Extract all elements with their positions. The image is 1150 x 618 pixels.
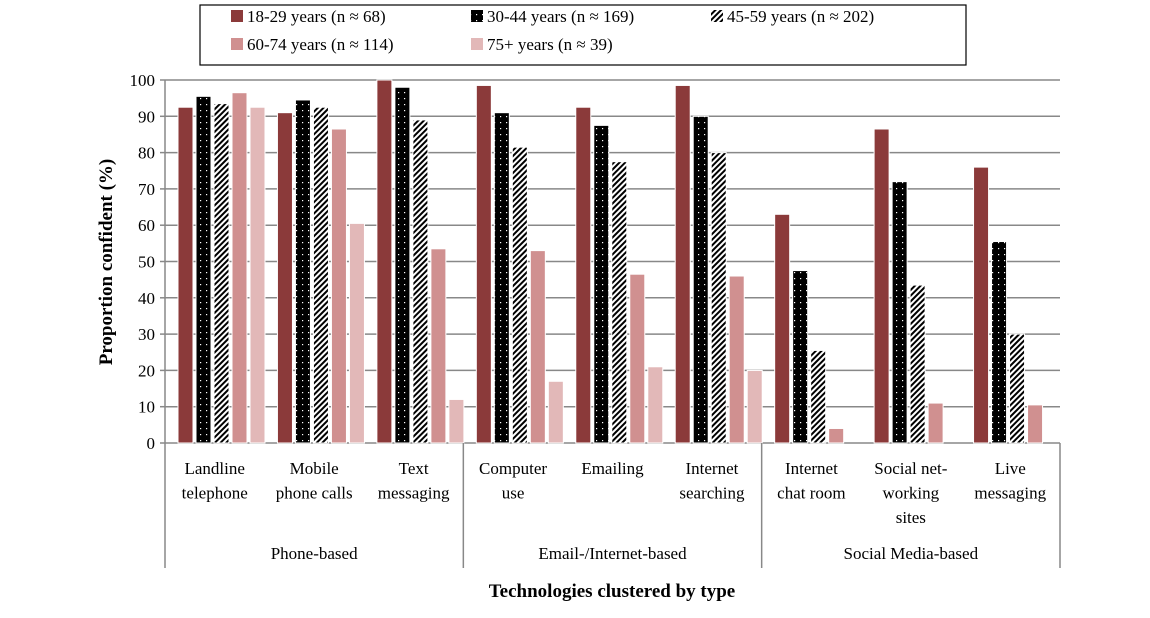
- y-tick-label: 30: [138, 325, 155, 344]
- y-tick-label: 70: [138, 180, 155, 199]
- bar-1-1: [294, 99, 311, 444]
- category-label: Mobile: [290, 459, 339, 478]
- bar-4-2: [448, 398, 465, 444]
- bar-3-2: [430, 248, 447, 444]
- y-tick-label: 0: [147, 434, 156, 453]
- bar-2-1: [312, 106, 329, 444]
- y-axis-title: Proportion confident (%): [96, 159, 117, 366]
- y-tick-label: 10: [138, 398, 155, 417]
- legend-label: 45-59 years (n ≈ 202): [727, 7, 874, 26]
- y-tick-label: 80: [138, 144, 155, 163]
- category-label: Internet: [686, 459, 739, 478]
- legend-swatch-1: [471, 10, 483, 22]
- bar-0-5: [674, 84, 691, 444]
- y-tick-label: 90: [138, 107, 155, 126]
- bar-0-4: [575, 106, 592, 444]
- legend-label: 18-29 years (n ≈ 68): [247, 7, 386, 26]
- legend-swatch-0: [231, 10, 243, 22]
- bar-0-0: [177, 106, 194, 444]
- y-tick-label: 100: [130, 71, 156, 90]
- bar-2-7: [909, 284, 926, 444]
- bar-0-3: [475, 84, 492, 444]
- category-label: phone calls: [276, 484, 353, 503]
- bar-4-3: [547, 380, 564, 444]
- category-label: sites: [896, 508, 926, 527]
- legend-box: [199, 4, 967, 66]
- legend-swatch-2: [711, 10, 723, 22]
- bar-2-6: [810, 349, 827, 444]
- category-label: chat room: [777, 484, 845, 503]
- category-label: searching: [679, 484, 745, 503]
- bar-3-6: [828, 427, 845, 444]
- category-label: Emailing: [581, 459, 644, 478]
- bar-1-3: [493, 112, 510, 444]
- group-label: Email-/Internet-based: [538, 544, 687, 563]
- bar-3-1: [330, 128, 347, 444]
- bar-0-8: [973, 166, 990, 444]
- y-tick-label: 50: [138, 253, 155, 272]
- bar-2-2: [412, 119, 429, 444]
- bar-4-4: [647, 366, 664, 444]
- bar-3-7: [927, 402, 944, 444]
- bar-2-5: [710, 152, 727, 444]
- legend-label: 30-44 years (n ≈ 169): [487, 7, 634, 26]
- bar-3-8: [1027, 404, 1044, 444]
- bar-0-6: [774, 213, 791, 444]
- y-tick-label: 40: [138, 289, 155, 308]
- category-label: Social net-: [874, 459, 948, 478]
- category-label: telephone: [182, 484, 248, 503]
- y-tick-label: 20: [138, 361, 155, 380]
- bar-3-3: [529, 250, 546, 444]
- category-label: messaging: [974, 484, 1046, 503]
- category-label: messaging: [378, 484, 450, 503]
- bar-0-2: [376, 79, 393, 444]
- bar-2-8: [1009, 333, 1026, 444]
- bar-3-4: [629, 273, 646, 444]
- bar-2-3: [511, 146, 528, 444]
- category-label: use: [502, 484, 525, 503]
- bar-4-1: [348, 222, 365, 444]
- category-label: Computer: [479, 459, 547, 478]
- bar-2-0: [213, 103, 230, 444]
- bar-4-0: [249, 106, 266, 444]
- legend-label: 60-74 years (n ≈ 114): [247, 35, 394, 54]
- x-axis-title: Technologies clustered by type: [489, 581, 735, 602]
- bar-0-7: [873, 128, 890, 444]
- category-label: working: [882, 484, 939, 503]
- bar-1-0: [195, 95, 212, 444]
- bar-0-1: [276, 112, 293, 444]
- bar-4-5: [746, 369, 763, 444]
- legend-label: 75+ years (n ≈ 39): [487, 35, 613, 54]
- legend-swatch-3: [231, 38, 243, 50]
- y-tick-label: 60: [138, 216, 155, 235]
- category-label: Live: [995, 459, 1026, 478]
- category-label: Text: [399, 459, 429, 478]
- bar-1-5: [692, 115, 709, 444]
- bar-2-4: [611, 161, 628, 444]
- bar-3-5: [728, 275, 745, 444]
- bar-1-8: [991, 241, 1008, 444]
- bar-3-0: [231, 92, 248, 444]
- category-label: Internet: [785, 459, 838, 478]
- legend-swatch-4: [471, 38, 483, 50]
- bar-1-6: [792, 270, 809, 444]
- bar-1-7: [891, 181, 908, 444]
- group-label: Phone-based: [271, 544, 358, 563]
- category-label: Landline: [185, 459, 245, 478]
- bar-1-4: [593, 124, 610, 444]
- bar-1-2: [394, 86, 411, 444]
- group-label: Social Media-based: [844, 544, 979, 563]
